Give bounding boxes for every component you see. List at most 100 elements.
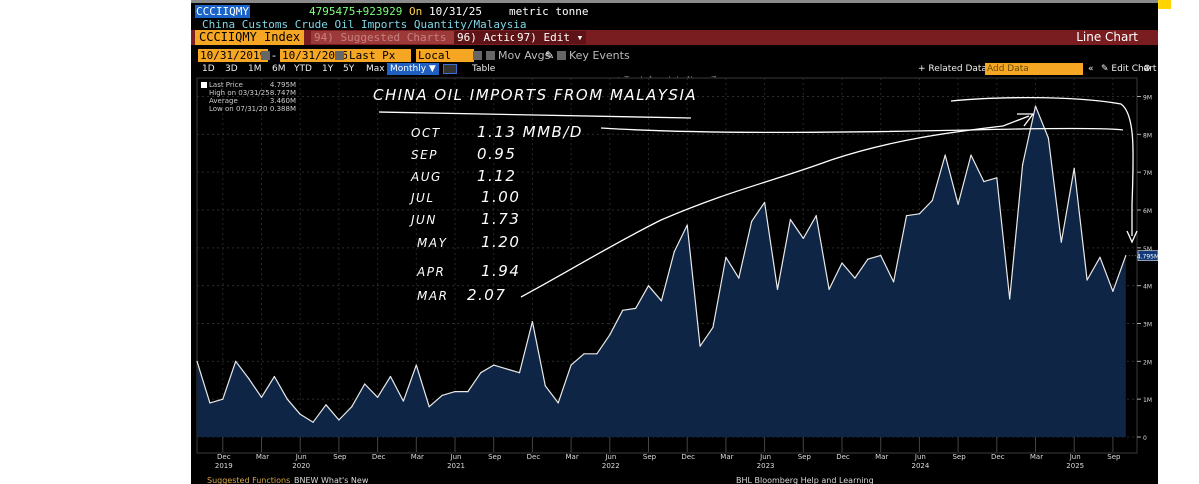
key-events-label[interactable]: Key Events [569, 49, 630, 62]
security-description: China Customs Crude Oil Imports Quantity… [202, 18, 527, 31]
footer-bar: Suggested Functions BNEW What's New BHL … [191, 476, 1158, 484]
annotation-title: CHINA OIL IMPORTS FROM MALAYSIA [373, 86, 697, 104]
annotation-month: MAR [417, 289, 448, 303]
window-top-bar [191, 0, 1158, 3]
x-tick-label: Mar [875, 453, 888, 461]
data-point [273, 375, 275, 378]
data-point [222, 398, 224, 400]
data-point [1034, 105, 1037, 107]
index-label[interactable]: CCCIIQMY Index [195, 30, 305, 45]
data-point [828, 288, 830, 291]
start-date-field[interactable]: 10/31/2019 [198, 49, 269, 62]
range-6m[interactable]: 6M [272, 64, 286, 74]
last-value-tag-label: 4.795M [1137, 254, 1158, 261]
edit-chart-button[interactable]: ✎ Edit Chart [1101, 64, 1157, 74]
annotation-month: OCT [411, 126, 441, 140]
period-select[interactable]: Monthly ▼ [387, 63, 439, 75]
data-point [1060, 241, 1062, 243]
x-year-label: 2022 [602, 462, 620, 470]
range-1m[interactable]: 1M [248, 64, 262, 74]
data-point [480, 372, 482, 374]
chart-style-icon[interactable] [443, 64, 457, 74]
x-tick-label: Sep [333, 453, 347, 461]
range-3d[interactable]: 3D [225, 64, 238, 74]
x-tick-label: Mar [411, 453, 424, 461]
annotation-month: JUL [409, 191, 435, 205]
x-year-label: 2024 [911, 462, 929, 470]
mov-avgs-checkbox[interactable] [486, 51, 495, 60]
annotation-value: 1.13 MMB/D [477, 123, 583, 141]
legend-row: Low on 07/31/20 0.388M [209, 105, 296, 113]
x-year-label: 2023 [757, 462, 775, 470]
bnew-link[interactable]: BNEW What's New [294, 476, 369, 484]
last-date: 10/31/25 [429, 5, 482, 18]
edit-menu[interactable]: 97) Edit ▾ [514, 31, 587, 44]
data-point [815, 215, 817, 217]
x-year-label: 2021 [447, 462, 465, 470]
data-point [325, 404, 327, 406]
series-area [197, 106, 1126, 437]
data-point [1047, 137, 1049, 139]
pencil-icon[interactable]: ✎ [545, 49, 555, 62]
start-calendar-icon[interactable] [261, 51, 270, 60]
data-point [764, 201, 766, 204]
range-1y[interactable]: 1Y [322, 64, 334, 74]
x-tick-label: Dec [836, 453, 850, 461]
range-1d[interactable]: 1D [202, 64, 215, 74]
data-point [996, 177, 998, 179]
end-date-field[interactable]: 10/31/2025 [280, 49, 351, 62]
annotation-month: AUG [410, 170, 442, 184]
end-calendar-icon[interactable] [335, 51, 344, 60]
net-change: +923929 [356, 5, 403, 18]
x-year-label: 2025 [1066, 462, 1084, 470]
data-point [338, 419, 340, 421]
data-point [635, 307, 637, 309]
collapse-icon[interactable]: « [1088, 64, 1094, 74]
data-point [557, 402, 559, 404]
data-point [402, 400, 404, 402]
data-point [957, 203, 959, 205]
x-tick-label: Dec [372, 453, 386, 461]
data-point [583, 353, 585, 355]
y-tick-label: 4M [1143, 284, 1152, 291]
suggested-charts-button[interactable]: 94) Suggested Charts ▾ [311, 31, 463, 44]
range-max[interactable]: Max [366, 64, 385, 74]
data-point [647, 285, 650, 287]
y-tick-label: 3M [1143, 322, 1152, 329]
data-point [312, 421, 314, 423]
annotation-underline [378, 111, 692, 119]
annotation-arrow-head [1017, 113, 1035, 127]
suggested-functions-link[interactable]: Suggested Functions [207, 476, 291, 484]
data-point [415, 364, 417, 366]
currency-dropdown-icon[interactable] [473, 51, 482, 60]
annotation-right-arrow [950, 96, 1134, 236]
key-events-checkbox[interactable] [557, 51, 566, 60]
bloomberg-terminal: CCCIIQMY 4795475 +923929 On 10/31/25 met… [191, 0, 1158, 484]
on-label: On [409, 5, 423, 18]
gear-icon[interactable]: ⚙ [1143, 64, 1152, 74]
data-point [983, 181, 985, 183]
range-ytd[interactable]: YTD [294, 64, 312, 74]
x-tick-label: Mar [256, 453, 269, 461]
data-point [235, 360, 237, 362]
mov-avgs-label[interactable]: Mov Avgs [498, 49, 551, 62]
date-dash: - [272, 49, 276, 62]
range-5y[interactable]: 5Y [343, 64, 355, 74]
table-button[interactable]: Table [472, 64, 496, 74]
data-point [1009, 298, 1011, 300]
legend-row: Average 3.460M [209, 97, 296, 105]
bhl-link[interactable]: BHL Bloomberg Help and Learning [736, 476, 874, 484]
data-point [286, 398, 288, 400]
data-point [518, 372, 521, 374]
data-point [673, 251, 675, 253]
field-select[interactable]: Last Px [347, 49, 411, 62]
annotation-month: SEP [411, 148, 438, 162]
annotation-oct-connector [600, 127, 1124, 134]
annotation-right-arrow-head [1126, 230, 1138, 244]
x-tick-label: Sep [952, 453, 966, 461]
data-point [389, 375, 392, 378]
add-data-input[interactable]: Add Data [985, 63, 1083, 75]
data-point [776, 288, 779, 291]
data-point [493, 364, 495, 366]
related-data-label: + Related Data [918, 64, 987, 74]
